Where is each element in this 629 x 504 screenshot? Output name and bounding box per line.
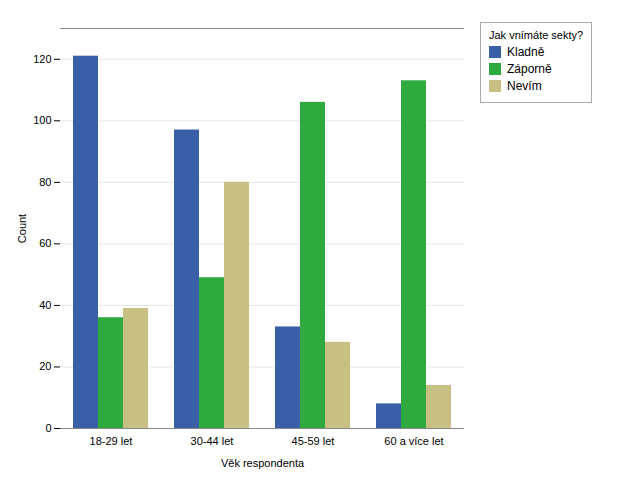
svg-text:80: 80 xyxy=(39,176,51,188)
svg-text:60 a více let: 60 a více let xyxy=(384,435,443,447)
svg-text:100: 100 xyxy=(33,114,51,126)
svg-text:0: 0 xyxy=(45,422,51,434)
html-text:Nevím: Nevím xyxy=(507,79,542,93)
svg-text:30-44 let: 30-44 let xyxy=(191,435,234,447)
html-text:Jak vnímáte sekty?: Jak vnímáte sekty? xyxy=(489,29,584,41)
svg-text:18-29 let: 18-29 let xyxy=(90,435,133,447)
svg-text:20: 20 xyxy=(39,360,51,372)
svg-text:40: 40 xyxy=(39,299,51,311)
html-text:Kladně: Kladně xyxy=(507,45,545,59)
svg-text:Věk respondenta: Věk respondenta xyxy=(221,457,305,469)
svg-text:60: 60 xyxy=(39,237,51,249)
svg-text:45-59 let: 45-59 let xyxy=(292,435,335,447)
svg-text:Count: Count xyxy=(16,214,28,243)
svg-text:120: 120 xyxy=(33,53,51,65)
html-text:Záporně: Záporně xyxy=(507,62,552,76)
